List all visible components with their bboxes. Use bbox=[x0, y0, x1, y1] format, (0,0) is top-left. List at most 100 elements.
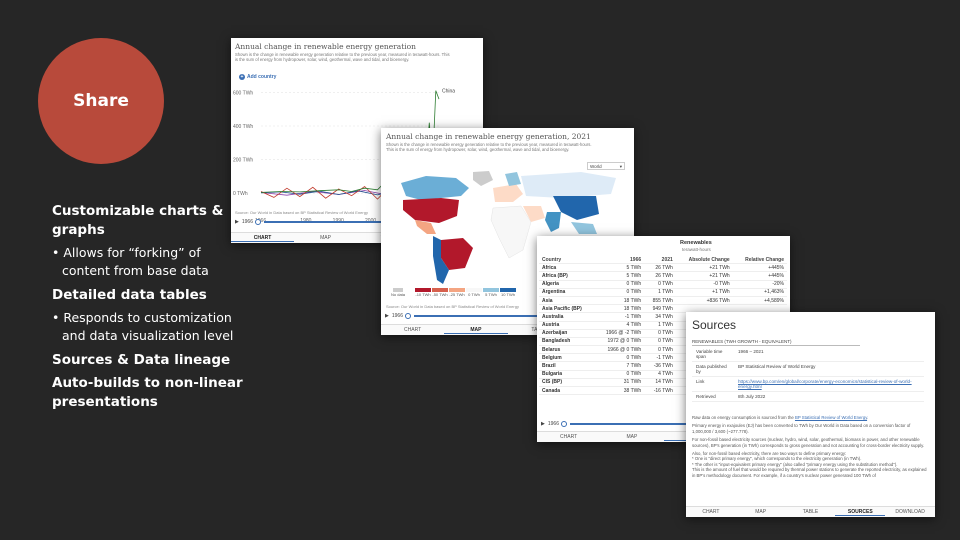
table-cell: 1972 @ 0 TWh bbox=[594, 337, 645, 347]
legend-item: -25 TWh bbox=[449, 288, 466, 297]
column-header[interactable]: Relative Change bbox=[732, 256, 787, 265]
table-cell: -36 TWh bbox=[644, 361, 676, 371]
tab-chart[interactable]: CHART bbox=[560, 434, 578, 440]
table-cell: +21 TWh bbox=[675, 271, 733, 281]
table-cell: 26 TWh bbox=[644, 271, 676, 281]
tab-table[interactable]: TABLE bbox=[802, 509, 819, 515]
table-row: Algeria 0 TWh 0 TWh -0 TWh -20% bbox=[539, 280, 787, 289]
legend-item: 0 TWh bbox=[466, 288, 483, 297]
legend-label: 10 TWh bbox=[501, 292, 515, 297]
map-middle-east bbox=[523, 206, 545, 222]
table-cell: 0 TWh bbox=[594, 280, 645, 289]
table-cell: 0 TWh bbox=[594, 370, 645, 379]
y-tick-label: 600 TWh bbox=[233, 90, 253, 96]
table-cell: 0 TWh bbox=[644, 329, 676, 338]
legend-label: -25 TWh bbox=[449, 292, 465, 297]
legend-label: -10 TWh bbox=[415, 292, 431, 297]
table-cell: 4 TWh bbox=[644, 370, 676, 379]
tab-chart[interactable]: CHART bbox=[404, 327, 422, 333]
meta-value: 8th July 2022 bbox=[734, 391, 924, 402]
tab-chart[interactable]: CHART bbox=[702, 509, 720, 515]
table-cell: 1 TWh bbox=[644, 288, 676, 297]
tab-map[interactable]: MAP bbox=[626, 434, 638, 440]
tab-map[interactable]: MAP bbox=[444, 327, 508, 334]
table-cell: 38 TWh bbox=[594, 386, 645, 396]
timeline-handle[interactable] bbox=[254, 219, 261, 225]
y-tick-label: 400 TWh bbox=[233, 124, 253, 130]
region-select[interactable]: World ▾ bbox=[587, 162, 625, 170]
legend-label: No data bbox=[391, 292, 406, 297]
timeline-track[interactable] bbox=[569, 423, 786, 425]
map-africa bbox=[490, 205, 532, 259]
legend-swatch bbox=[483, 288, 500, 292]
column-header[interactable]: Country bbox=[539, 256, 595, 265]
feature-heading: Sources & Data lineage bbox=[52, 352, 231, 368]
table-cell: 0 TWh bbox=[644, 345, 676, 355]
table-cell: Algeria bbox=[539, 280, 595, 289]
note-paragraph: Primary energy in exajoules (EJ) has bee… bbox=[692, 423, 911, 434]
meta-row: Variable time span 1966 – 2021 bbox=[692, 347, 924, 362]
series-label: China bbox=[442, 89, 455, 95]
y-tick-label: 200 TWh bbox=[233, 158, 253, 164]
timeline-handle[interactable] bbox=[404, 313, 411, 319]
timeline-track[interactable] bbox=[413, 315, 630, 317]
tab-download[interactable]: DOWNLOAD bbox=[895, 509, 925, 515]
meta-key: Link bbox=[692, 376, 734, 392]
column-header[interactable]: 1966 bbox=[594, 256, 645, 265]
table-cell: 1966 @ -2 TWh bbox=[594, 329, 645, 338]
map-mexico bbox=[415, 220, 436, 234]
table-cell: -20% bbox=[732, 280, 787, 289]
tab-map[interactable]: MAP bbox=[320, 235, 331, 241]
share-label: Share bbox=[73, 91, 129, 111]
table-cell: +1 TWh bbox=[675, 288, 733, 297]
table-cell: 0 TWh bbox=[594, 288, 645, 297]
note-paragraph: For non-fossil based electricity sources… bbox=[692, 437, 925, 448]
region-select-value: World bbox=[590, 164, 602, 169]
table-cell: +836 TWh bbox=[675, 296, 733, 306]
feature-list: Customizable charts & graphs Allows for “… bbox=[52, 202, 252, 416]
table-cell: Australia bbox=[539, 312, 595, 322]
tab-chart[interactable]: CHART bbox=[231, 235, 294, 242]
table-cell: 7 TWh bbox=[594, 361, 645, 371]
meta-value: BP Statistical Review of World Energy bbox=[734, 361, 924, 377]
legend-item: 5 TWh bbox=[483, 288, 500, 297]
play-icon[interactable]: ▶ bbox=[541, 421, 545, 427]
table-cell: +1,463% bbox=[732, 288, 787, 297]
tab-sources[interactable]: SOURCES bbox=[835, 509, 886, 516]
play-icon[interactable]: ▶ bbox=[385, 313, 389, 319]
table-group-title: Renewables bbox=[680, 240, 712, 246]
play-icon[interactable]: ▶ bbox=[235, 219, 239, 225]
meta-key: Variable time span bbox=[692, 347, 734, 362]
legend-item: 10 TWh bbox=[500, 288, 517, 297]
table-row: Asia 18 TWh 855 TWh +836 TWh +4,589% bbox=[539, 296, 787, 306]
table-cell: 855 TWh bbox=[644, 296, 676, 306]
table-cell: -16 TWh bbox=[644, 386, 676, 396]
legend-item: -10 TWh bbox=[415, 288, 432, 297]
legend-swatch bbox=[466, 288, 483, 292]
map-canada bbox=[401, 176, 469, 200]
table-cell: CIS (BP) bbox=[539, 378, 595, 388]
map-india bbox=[545, 212, 561, 232]
y-tick-label: 0 TWh bbox=[233, 191, 248, 197]
table-row: Argentina 0 TWh 1 TWh +1 TWh +1,463% bbox=[539, 288, 787, 297]
table-cell: 0 TWh bbox=[644, 280, 676, 289]
timeline-handle[interactable] bbox=[560, 421, 567, 427]
table-cell: -1 TWh bbox=[594, 312, 645, 322]
timeline[interactable]: ▶ 1966 bbox=[385, 312, 630, 320]
timeline[interactable]: ▶ 1966 bbox=[235, 218, 479, 226]
table-cell: 14 TWh bbox=[644, 378, 676, 388]
table-cell: +445% bbox=[732, 271, 787, 281]
meta-value: 1966 – 2021 bbox=[734, 347, 924, 362]
bp-review-link[interactable]: BP Statistical Review of World Energy bbox=[794, 415, 868, 420]
tab-map[interactable]: MAP bbox=[755, 509, 767, 515]
meta-row: Link https://www.bp.com/en/global/corpora… bbox=[692, 376, 924, 392]
add-country-button[interactable]: + Add country bbox=[239, 74, 276, 80]
source-link[interactable]: https://www.bp.com/en/global/corporate/e… bbox=[738, 379, 912, 389]
timeline-track[interactable] bbox=[263, 221, 479, 223]
column-header[interactable]: 2021 bbox=[644, 256, 676, 265]
column-header[interactable]: Absolute Change bbox=[675, 256, 733, 265]
table-cell: Africa bbox=[539, 263, 595, 273]
legend-label: -50 TWh bbox=[432, 292, 448, 297]
sources-window: Sources RENEWABLES (TWH GROWTH - EQUIVAL… bbox=[686, 312, 935, 517]
timeline[interactable]: ▶ 1966 bbox=[541, 420, 786, 428]
